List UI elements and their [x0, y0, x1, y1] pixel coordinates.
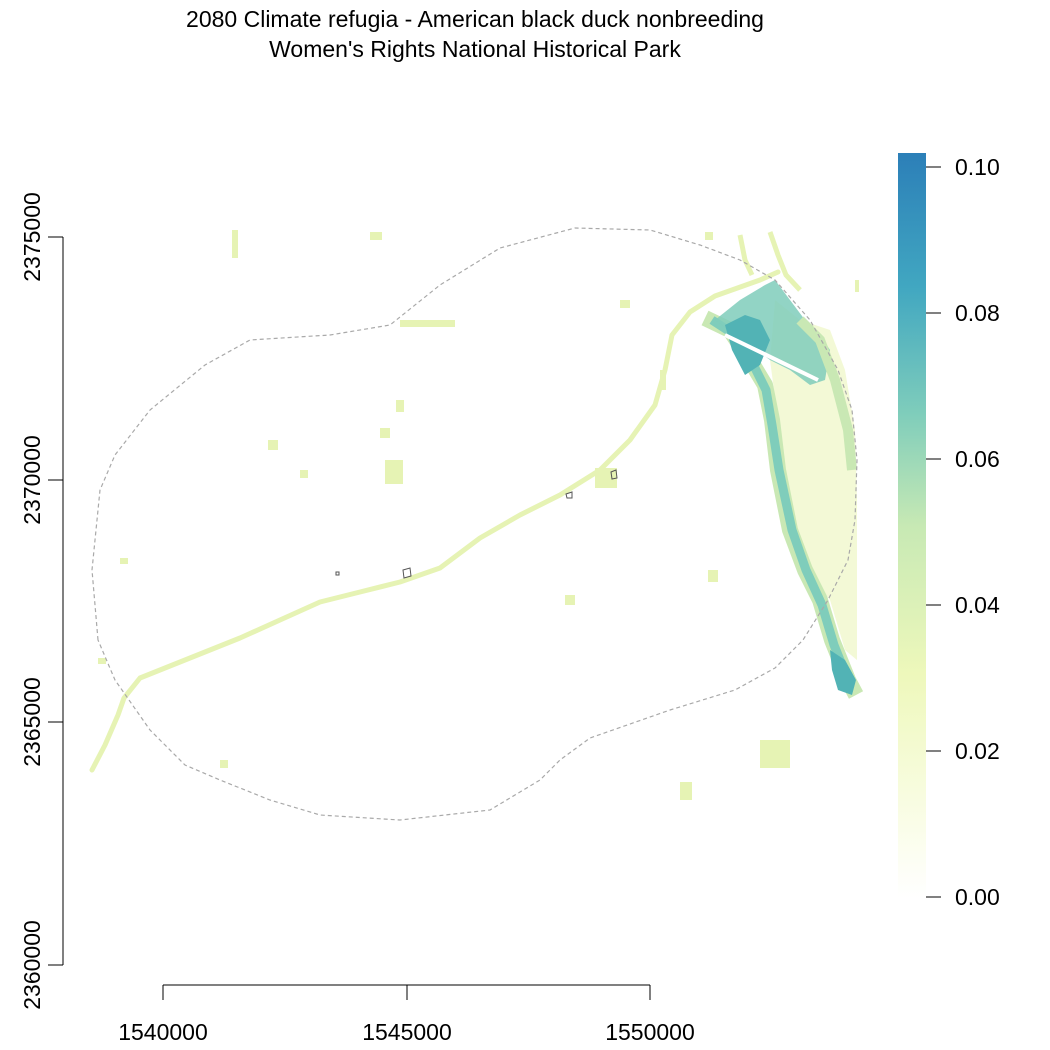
x-tick-label: 1540000	[118, 1019, 208, 1045]
map-subtitle: Women's Rights National Historical Park	[269, 36, 681, 62]
y-tick-label: 2360000	[19, 920, 45, 1010]
inlet-north	[737, 231, 802, 292]
buffer-boundary	[91, 227, 858, 821]
map-title: 2080 Climate refugia - American black du…	[186, 6, 764, 32]
park-units	[335, 469, 618, 579]
legend-colorbar	[898, 153, 926, 898]
y-axis	[48, 236, 64, 966]
legend-tick-label: 0.02	[955, 738, 1000, 764]
river	[89, 269, 781, 773]
legend-tick-label: 0.08	[955, 300, 1000, 326]
causeway	[724, 333, 819, 382]
legend-tick-label: 0.10	[955, 154, 1000, 180]
y-tick-label: 2370000	[19, 435, 45, 525]
park-unit	[565, 491, 573, 499]
x-tick-label: 1545000	[362, 1019, 452, 1045]
legend-tick-label: 0.00	[955, 884, 1000, 910]
bay-peak-2	[830, 650, 856, 695]
y-tick-label: 2375000	[19, 192, 45, 282]
park-unit	[402, 567, 412, 579]
legend: 0.10 0.08 0.06 0.04 0.02 0.00	[898, 153, 1000, 910]
park-unit	[335, 571, 340, 576]
legend-tick-label: 0.06	[955, 446, 1000, 472]
northern-bay	[715, 280, 830, 385]
park-unit	[610, 469, 618, 480]
legend-tick-label: 0.04	[955, 592, 1000, 618]
x-tick-label: 1550000	[605, 1019, 695, 1045]
raster-layer	[89, 230, 864, 800]
east-band	[796, 316, 857, 471]
y-tick-label: 2365000	[19, 677, 45, 767]
x-axis	[162, 984, 651, 1000]
